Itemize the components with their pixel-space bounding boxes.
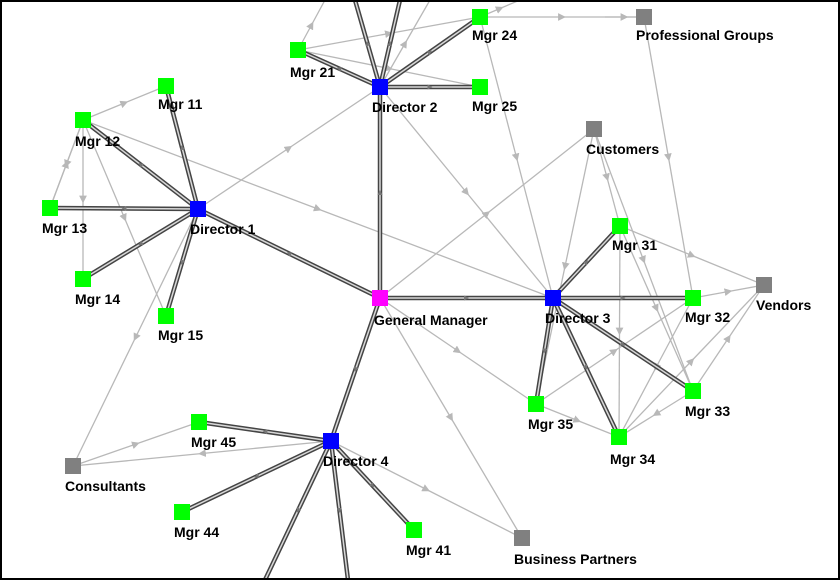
node-m45[interactable]: Mgr 45 [191,414,236,450]
node-m45-label: Mgr 45 [191,434,236,450]
node-m14-marker[interactable] [75,271,91,287]
strong-edge-gm-d4 [331,298,380,441]
weak-edge-m24-d3 [480,17,553,298]
weak-edge-layer [50,0,764,538]
node-d4-label: Director 4 [323,453,389,469]
node-bp-label: Business Partners [514,551,637,567]
node-bp[interactable]: Business Partners [514,530,637,567]
node-m33-marker[interactable] [685,383,701,399]
node-d4-marker[interactable] [323,433,339,449]
node-d1-marker[interactable] [190,201,206,217]
strong-edge-layer [50,0,693,580]
node-m41-marker[interactable] [406,522,422,538]
node-m31-marker[interactable] [612,218,628,234]
node-m44-label: Mgr 44 [174,524,219,540]
node-cust-marker[interactable] [586,121,602,137]
node-gm-marker[interactable] [372,290,388,306]
node-cust-label: Customers [586,141,659,157]
node-m15-marker[interactable] [158,308,174,324]
node-vend-label: Vendors [756,297,811,313]
node-m32-label: Mgr 32 [685,309,730,325]
weak-edge-m2_area-off_h [380,0,430,87]
node-cons-marker[interactable] [65,458,81,474]
strong-edge-d3-m31 [553,226,620,298]
strong-edge-d4-m44 [182,441,331,512]
node-m25-label: Mgr 25 [472,98,517,114]
node-d2-label: Director 2 [372,99,438,115]
weak-edge-cust-m33 [594,129,693,391]
node-vend[interactable]: Vendors [756,277,811,313]
weak-edge-d2-d3 [380,87,553,298]
node-m12-label: Mgr 12 [75,133,120,149]
node-m14-label: Mgr 14 [75,291,120,307]
node-m21-marker[interactable] [290,42,306,58]
node-d1-label: Director 1 [190,221,256,237]
node-m45-marker[interactable] [191,414,207,430]
strong-edge-d4-off_c [265,441,331,580]
node-pg-marker[interactable] [636,9,652,25]
node-m34-label: Mgr 34 [610,451,655,467]
strong-edge-d2-off_a [355,0,380,87]
node-m31-label: Mgr 31 [612,237,657,253]
node-m33[interactable]: Mgr 33 [685,383,730,419]
node-m15[interactable]: Mgr 15 [158,308,203,343]
node-d3-label: Director 3 [545,310,611,326]
node-m21-label: Mgr 21 [290,64,335,80]
node-m44-marker[interactable] [174,504,190,520]
node-m32-marker[interactable] [685,290,701,306]
node-bp-marker[interactable] [514,530,530,546]
node-m24[interactable]: Mgr 24 [472,9,517,43]
weak-edge-m33-vend [693,285,764,391]
node-m41[interactable]: Mgr 41 [406,522,451,558]
node-gm[interactable]: General Manager [372,290,488,328]
node-m44[interactable]: Mgr 44 [174,504,219,540]
node-vend-marker[interactable] [756,277,772,293]
node-m33-label: Mgr 33 [685,403,730,419]
node-m14[interactable]: Mgr 14 [75,271,120,307]
node-m11[interactable]: Mgr 11 [158,78,203,112]
node-pg[interactable]: Professional Groups [636,9,774,43]
node-layer: General Manager Director 1 Director 2 Direc… [42,9,811,567]
node-m12-marker[interactable] [75,112,91,128]
weak-edge-m31-m34 [619,226,620,437]
node-m35[interactable]: Mgr 35 [528,396,573,432]
node-m11-label: Mgr 11 [158,96,203,112]
node-m34-marker[interactable] [611,429,627,445]
node-m15-label: Mgr 15 [158,327,203,343]
node-m13-marker[interactable] [42,200,58,216]
node-pg-label: Professional Groups [636,27,774,43]
weak-edge-d1-m2_area [198,87,380,209]
node-m11-marker[interactable] [158,78,174,94]
node-d2-marker[interactable] [372,79,388,95]
node-d3[interactable]: Director 3 [545,290,611,326]
node-m35-marker[interactable] [528,396,544,412]
node-m35-label: Mgr 35 [528,416,573,432]
node-gm-label: General Manager [374,312,488,328]
node-d3-marker[interactable] [545,290,561,306]
strong-edge-d1-m13 [50,208,198,209]
node-m24-marker[interactable] [472,9,488,25]
node-m25-marker[interactable] [472,79,488,95]
node-cons-label: Consultants [65,478,146,494]
node-m13[interactable]: Mgr 13 [42,200,87,236]
node-m25[interactable]: Mgr 25 [472,79,517,114]
node-m24-label: Mgr 24 [472,27,517,43]
node-m34[interactable]: Mgr 34 [610,429,655,467]
weak-edge-pg-m32 [644,17,693,298]
node-m13-label: Mgr 13 [42,220,87,236]
node-m41-label: Mgr 41 [406,542,451,558]
weak-edge-m12-m11 [83,86,166,120]
